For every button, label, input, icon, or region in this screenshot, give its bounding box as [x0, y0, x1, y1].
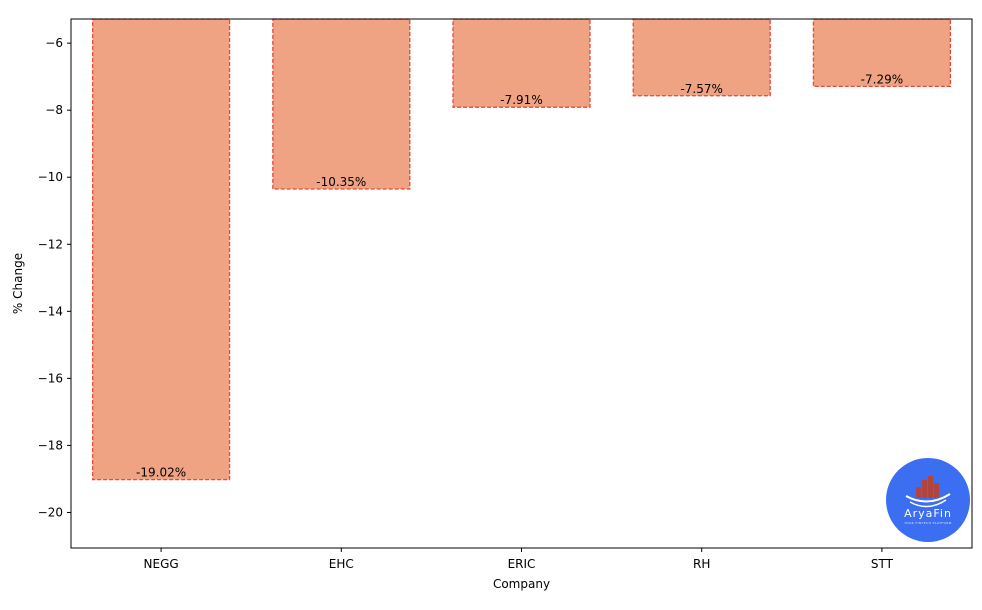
y-tick-label-18: −18: [38, 438, 63, 452]
x-tick-label-rh: RH: [693, 557, 710, 571]
bar-stt: [812, 18, 952, 88]
y-tick-label-6: −6: [45, 36, 63, 50]
y-tick-label-12: −12: [38, 237, 63, 251]
x-axis: NEGG EHC ERIC RH STT: [144, 548, 894, 571]
y-tick-label-20: −20: [38, 505, 63, 519]
y-axis-label: % Change: [11, 253, 25, 314]
buildings-chart-icon: [905, 476, 951, 508]
y-axis: −6 −8 −10 −12 −14 −16 −18 −20: [38, 36, 71, 519]
y-tick-label-8: −8: [45, 103, 63, 117]
y-tick-label-14: −14: [38, 304, 63, 318]
bar-negg: [91, 18, 231, 481]
x-tick-label-eric: ERIC: [508, 557, 536, 571]
watermark-name: AryaFin: [904, 507, 952, 520]
data-label-stt: -7.29%: [861, 72, 903, 86]
data-label-negg: -19.02%: [136, 466, 186, 480]
data-label-rh: -7.57%: [680, 82, 722, 96]
data-labels-group: -19.02% -10.35% -7.91% -7.57% -7.29%: [136, 72, 903, 479]
data-label-eric: -7.91%: [500, 93, 542, 107]
x-tick-label-stt: STT: [871, 557, 894, 571]
watermark-tagline: YOUR FINTECH PLATFORM: [904, 521, 952, 525]
bar-rh: [632, 18, 771, 97]
bars-group: [91, 18, 952, 481]
y-tick-label-16: −16: [38, 371, 63, 385]
bar-ehc: [272, 18, 411, 190]
x-tick-label-ehc: EHC: [329, 557, 354, 571]
y-tick-label-10: −10: [38, 170, 63, 184]
x-axis-label: Company: [493, 577, 550, 591]
aryafin-watermark: AryaFin YOUR FINTECH PLATFORM: [886, 458, 970, 542]
bar-eric: [452, 18, 591, 108]
x-tick-label-negg: NEGG: [144, 557, 179, 571]
watermark-circle: [886, 458, 970, 542]
data-label-ehc: -10.35%: [316, 175, 366, 189]
